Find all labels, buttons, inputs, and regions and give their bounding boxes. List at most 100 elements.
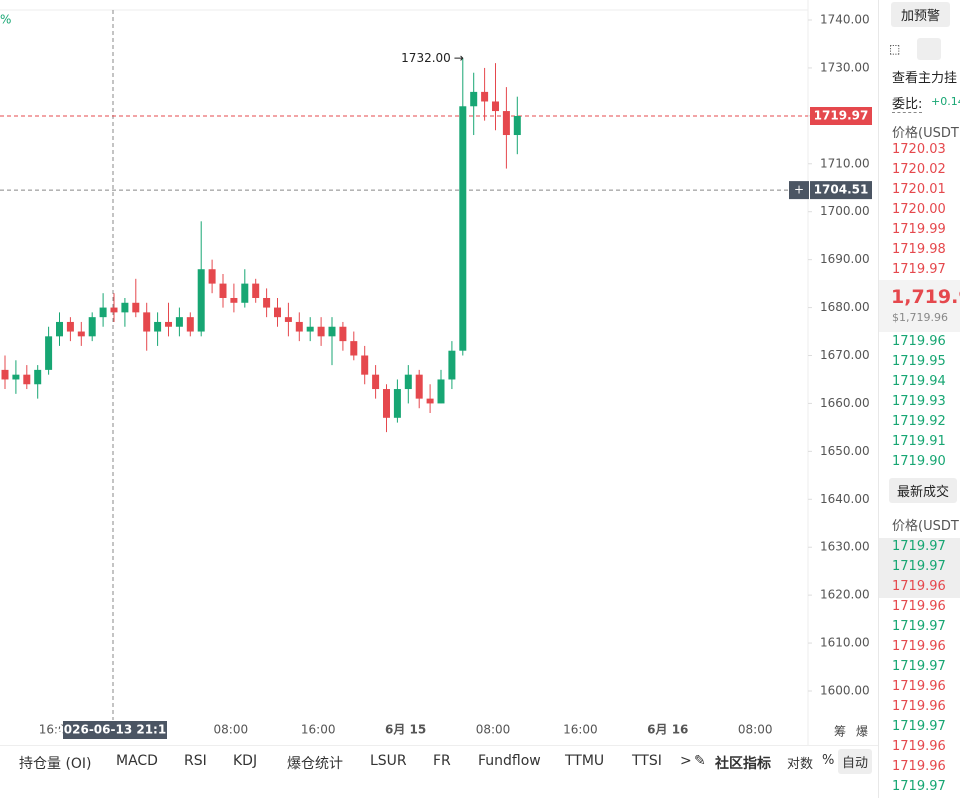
candle-body <box>165 321 172 327</box>
indicator-tab[interactable]: 爆仓统计 <box>287 756 343 772</box>
candle-body <box>404 374 412 390</box>
pct-toggle[interactable]: % <box>822 753 835 768</box>
candle-body <box>502 111 510 136</box>
crosshair-plus: + <box>794 183 804 197</box>
ask-price: 1720.00 <box>892 202 946 217</box>
high-annotation: 1732.00 <box>401 51 451 65</box>
x-tick-label: 08:00 <box>476 723 511 737</box>
axis-icon: 筹 <box>834 725 846 739</box>
trade-bg <box>879 558 960 578</box>
mid-usd: $1,719.96 <box>892 311 948 324</box>
ask-price: 1719.98 <box>892 242 946 257</box>
candle-body <box>295 321 303 332</box>
auto-toggle[interactable]: 自动 <box>838 749 873 774</box>
candle-body <box>88 317 96 337</box>
crosshair-time: 2026-06-13 21:15 <box>55 723 174 737</box>
candle-body <box>1 369 9 380</box>
trade-price: 1719.96 <box>892 599 946 614</box>
candle-body <box>317 326 325 337</box>
log-toggle[interactable]: 对数 <box>787 757 814 772</box>
ask-price: 1720.02 <box>892 162 946 177</box>
trade-bg <box>879 538 960 558</box>
y-tick-label: 1660.00 <box>820 396 870 410</box>
chart: % 1600.00 1610.00 1620.00 1630.00 1640.00 165… <box>0 0 872 745</box>
candle-body <box>121 302 129 313</box>
bid-price: 1719.94 <box>892 374 946 389</box>
candle-body <box>143 312 151 332</box>
indicator-tab[interactable]: RSI <box>184 753 207 769</box>
y-tick-label: 1670.00 <box>820 348 870 362</box>
y-tick-label: 1630.00 <box>820 540 870 554</box>
trade-bg <box>879 578 960 598</box>
y-tick-label: 1690.00 <box>820 252 870 266</box>
trade-price: 1719.96 <box>892 739 946 754</box>
candle-body <box>339 326 347 342</box>
indicator-tab[interactable]: 持仓量 (OI) <box>19 756 92 772</box>
bid-price: 1719.93 <box>892 394 946 409</box>
trade-price: 1719.96 <box>892 759 946 774</box>
candle-body <box>154 321 162 332</box>
bid-price: 1719.95 <box>892 354 946 369</box>
x-tick-label: 16:00 <box>563 723 598 737</box>
layout-icon[interactable] <box>917 38 941 60</box>
crosshair-plus-bg <box>789 181 809 200</box>
trades-button[interactable]: 最新成交 <box>889 478 958 503</box>
candle-body <box>393 389 401 418</box>
y-tick-label: 1650.00 <box>820 444 870 458</box>
y-tick-label: 1600.00 <box>820 684 870 698</box>
trade-price: 1719.97 <box>892 779 946 794</box>
view-icon[interactable]: ⬚ <box>889 42 901 56</box>
y-tick-label: 1700.00 <box>820 204 870 218</box>
trade-price: 1719.96 <box>892 639 946 654</box>
bid-price: 1719.92 <box>892 414 946 429</box>
trade-price: 1719.96 <box>892 699 946 714</box>
indicator-tab[interactable]: KDJ <box>233 753 258 769</box>
ask-price: 1720.03 <box>892 142 946 157</box>
candle-body <box>45 336 53 370</box>
edit-icon[interactable]: ✎ <box>694 753 706 769</box>
y-tick-label: 1620.00 <box>820 588 870 602</box>
indicator-tab[interactable]: Fundflow <box>478 753 541 769</box>
indicator-tab[interactable]: > <box>680 753 692 769</box>
candle-body <box>481 91 489 102</box>
candle-body <box>34 369 42 385</box>
ask-price: 1719.99 <box>892 222 946 237</box>
candle-body <box>241 283 249 303</box>
order-panel: 加预警 ⬚ 查看主力挂 委比: +0.14 价格(USDT 1,719.96 $… <box>878 0 960 798</box>
ratio-value: +0.14 <box>931 95 960 108</box>
candle-body <box>361 355 369 375</box>
candle-body <box>426 398 434 404</box>
y-tick-label: 1680.00 <box>820 300 870 314</box>
alert-button[interactable]: 加预警 <box>891 2 951 27</box>
candle-body <box>175 317 183 327</box>
candle-body <box>415 374 423 399</box>
indicator-tab[interactable]: MACD <box>116 753 158 769</box>
candle-body <box>197 269 205 332</box>
x-tick-label: 6月 15 <box>385 723 426 737</box>
crosshair-price-bg <box>810 181 872 200</box>
indicator-tab[interactable]: LSUR <box>370 753 407 769</box>
y-tick-label: 1740.00 <box>820 13 870 27</box>
indicator-tab[interactable]: TTMU <box>565 753 605 769</box>
community[interactable]: 社区指标 <box>715 756 771 772</box>
candle-body <box>219 283 227 298</box>
candle-body <box>350 341 358 356</box>
trade-price: 1719.97 <box>892 539 946 554</box>
candle-body <box>12 374 20 380</box>
high-arrow: → <box>454 51 464 65</box>
x-tick-label: 16:00 <box>301 723 336 737</box>
trade-price: 1719.96 <box>892 579 946 594</box>
candle-body <box>230 297 238 303</box>
trade-price: 1719.97 <box>892 659 946 674</box>
last-price: 1719.97 <box>814 109 869 123</box>
indicator-tab[interactable]: TTSI <box>632 753 662 769</box>
candle-body <box>99 307 107 318</box>
indicator-tab[interactable]: FR <box>433 753 451 769</box>
x-tick-label: 08:00 <box>214 723 249 737</box>
main-orders[interactable]: 查看主力挂 <box>892 71 958 86</box>
trade-price: 1719.97 <box>892 619 946 634</box>
trade-price: 1719.97 <box>892 719 946 734</box>
candle-body <box>306 326 314 332</box>
candle-body <box>284 317 292 322</box>
